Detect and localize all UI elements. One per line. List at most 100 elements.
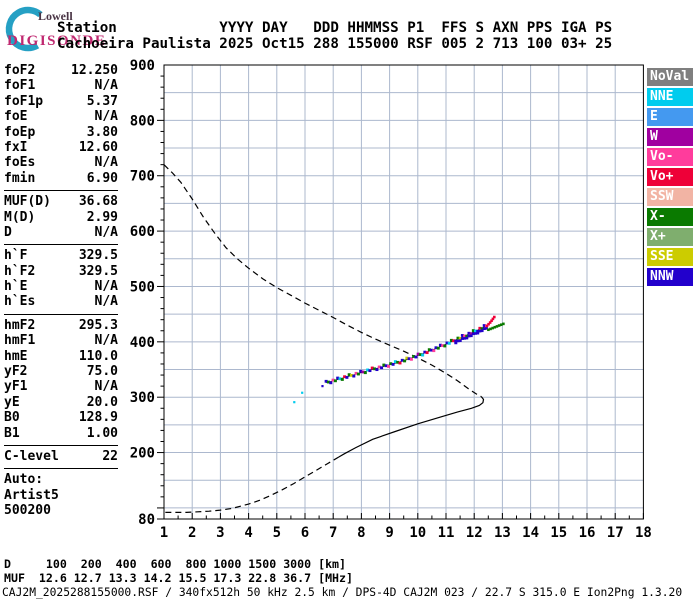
x-tick-label: 1 (160, 525, 168, 541)
profile-bottomside-dashed (164, 456, 340, 513)
legend-item-ssw: SSW (647, 188, 693, 206)
param-label: yE (4, 394, 20, 410)
param-value: 1.00 (86, 425, 118, 441)
param-row: foE N/A (4, 109, 118, 124)
x-tick-label: 6 (301, 525, 309, 541)
axes-frame (157, 64, 644, 520)
param-label: C-level (4, 448, 59, 464)
x-tick-label: 10 (409, 525, 426, 541)
plot-frame (163, 64, 644, 520)
param-label: h`F2 (4, 263, 36, 279)
logo-lowell-text: Lowell (38, 9, 73, 23)
grid-lines (164, 65, 644, 520)
param-label: foEs (4, 155, 36, 171)
panel-text: Auto: (4, 472, 44, 488)
x-tick-label: 3 (216, 525, 224, 541)
param-value: N/A (94, 155, 118, 171)
param-row: foF2 12.250 (4, 63, 118, 78)
param-value: 22 (102, 448, 118, 464)
param-label: hmE (4, 348, 28, 364)
header-station-values: Cachoeira Paulista 2025 Oct15 288 155000… (57, 36, 613, 52)
x-tick-label: 18 (635, 525, 652, 541)
param-row: yF1 N/A (4, 379, 118, 394)
param-value: N/A (94, 78, 118, 94)
param-label: foF2 (4, 63, 36, 78)
param-label: B1 (4, 425, 20, 441)
param-value: 3.80 (86, 124, 118, 140)
param-row: M(D) 2.99 (4, 210, 118, 225)
y-tick-label: 800 (130, 113, 155, 129)
x-tick-label: 17 (607, 525, 624, 541)
x-tick-label: 4 (244, 525, 252, 541)
x-tick-label: 2 (188, 525, 196, 541)
panel-separator (4, 444, 118, 446)
param-row: foF1 N/A (4, 78, 118, 93)
param-label: foE (4, 109, 28, 125)
legend-item-vo: Vo- (647, 148, 693, 166)
param-value: 329.5 (78, 263, 118, 279)
panel-separator (4, 244, 118, 246)
param-value: N/A (94, 109, 118, 125)
y-tick-label: 300 (130, 390, 155, 406)
panel-separator (4, 468, 118, 470)
panel-separator (4, 190, 118, 192)
param-value: 20.0 (86, 394, 118, 410)
profile-topside-dashed (163, 164, 482, 398)
x-tick-label: 9 (385, 525, 393, 541)
panel-text-row: Artist5 (4, 488, 118, 503)
param-row: h`F 329.5 (4, 248, 118, 263)
legend-item-vo: Vo+ (647, 168, 693, 186)
param-row: foF1p 5.37 (4, 94, 118, 109)
param-value: N/A (94, 294, 118, 310)
param-row: foEp 3.80 (4, 125, 118, 140)
param-label: foF1p (4, 93, 44, 109)
x-tick-label: 12 (466, 525, 483, 541)
legend-item-nnw: NNW (647, 268, 693, 286)
param-row: MUF(D) 36.68 (4, 194, 118, 209)
param-label: fxI (4, 139, 28, 155)
param-label: yF2 (4, 364, 28, 380)
legend-item-e: E (647, 108, 693, 126)
param-value: 12.60 (78, 139, 118, 155)
param-row: h`Es N/A (4, 294, 118, 309)
param-label: D (4, 224, 12, 240)
x-tick-label: 11 (438, 525, 455, 541)
param-label: h`E (4, 279, 28, 295)
stray-echo-dot (321, 385, 324, 388)
param-row: B0 128.9 (4, 410, 118, 425)
param-label: yF1 (4, 379, 28, 395)
logo-arc-icon (5, 6, 51, 52)
param-row: B1 1.00 (4, 426, 118, 441)
muf-distance-row: D 100 200 400 600 800 1000 1500 3000 [km… (4, 557, 347, 571)
y-tick-label: 80 (138, 512, 155, 528)
param-row: yF2 75.0 (4, 364, 118, 379)
profile-peak-solid (338, 396, 485, 458)
param-value: N/A (94, 333, 118, 349)
x-tick-label: 14 (522, 525, 539, 541)
param-label: hmF1 (4, 333, 36, 349)
param-value: 5.37 (86, 93, 118, 109)
param-row: hmF1 N/A (4, 333, 118, 348)
x-axis-labels: 1 2 3 4 5 6 7 8 9 10 11 12 13 14 15 16 17 18 (160, 525, 652, 541)
digisonde-logo: Lowell DIGISONDE (5, 6, 106, 52)
param-row: yE 20.0 (4, 395, 118, 410)
param-value: 329.5 (78, 248, 118, 264)
param-row: foEs N/A (4, 155, 118, 170)
y-tick-label: 700 (130, 169, 155, 185)
param-value: N/A (94, 224, 118, 240)
param-row: h`E N/A (4, 279, 118, 294)
x-tick-label: 15 (550, 525, 567, 541)
param-value: 2.99 (86, 209, 118, 225)
param-label: MUF(D) (4, 194, 51, 210)
panel-text: 500200 (4, 503, 51, 519)
logo-digisonde-text: DIGISONDE (7, 33, 106, 49)
y-tick-label: 600 (130, 224, 155, 240)
panel-separator (4, 313, 118, 315)
param-row: hmF2 295.3 (4, 318, 118, 333)
legend-item-x: X- (647, 208, 693, 226)
panel-text-row: 500200 (4, 503, 118, 518)
param-label: fmin (4, 170, 36, 186)
x-tick-label: 16 (579, 525, 596, 541)
y-tick-label: 200 (130, 446, 155, 462)
y-tick-label: 900 (130, 58, 155, 74)
